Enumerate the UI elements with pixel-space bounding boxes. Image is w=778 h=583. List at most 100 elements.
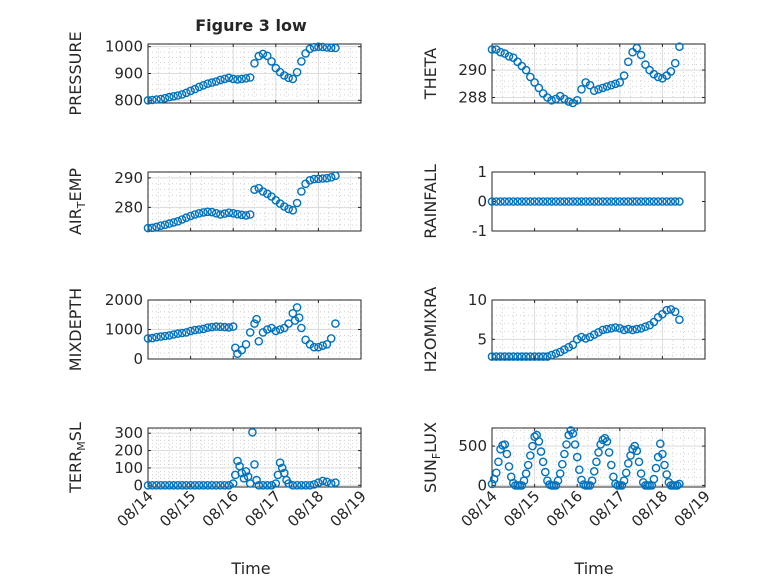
- data-point: [258, 49, 268, 59]
- data-point: [199, 480, 208, 490]
- data-point: [216, 75, 225, 85]
- data-point: [288, 480, 298, 490]
- data-point: [305, 175, 315, 185]
- data-point: [292, 303, 302, 312]
- y-tick-label: 288: [458, 89, 487, 107]
- series-terr-msl: [143, 427, 340, 490]
- data-point: [279, 202, 289, 211]
- data-point: [292, 480, 302, 490]
- y-tick-label: 1000: [105, 321, 143, 339]
- data-point: [318, 476, 328, 486]
- data-point: [604, 448, 614, 457]
- data-point: [555, 197, 565, 206]
- data-point: [309, 342, 319, 352]
- data-point: [636, 323, 646, 333]
- y-tick-label: 1: [477, 163, 487, 181]
- data-point: [607, 80, 616, 90]
- data-point: [322, 339, 332, 349]
- axes-frame: [491, 43, 706, 104]
- data-point: [675, 315, 684, 325]
- data-point: [675, 42, 684, 52]
- data-point: [326, 43, 336, 53]
- data-point: [543, 197, 552, 206]
- data-point: [207, 322, 217, 332]
- data-point: [241, 74, 251, 83]
- x-axis-label-left: Time: [230, 559, 270, 578]
- data-point: [500, 197, 510, 206]
- series-rainfall: [487, 197, 684, 206]
- data-point: [267, 480, 276, 490]
- y-axis-label-air-temp: AIRTEMP: [66, 168, 88, 235]
- y-axis-label-theta: THETA: [421, 48, 440, 100]
- data-point: [241, 211, 251, 220]
- data-point: [203, 79, 212, 88]
- data-point: [224, 73, 234, 83]
- data-point: [581, 334, 591, 343]
- data-point: [237, 74, 246, 84]
- data-point: [301, 480, 310, 490]
- data-point: [653, 72, 663, 82]
- data-point: [305, 44, 315, 54]
- data-point: [216, 322, 225, 332]
- data-point: [237, 345, 246, 355]
- data-point: [547, 197, 556, 206]
- data-point: [666, 67, 676, 76]
- data-point: [585, 80, 595, 90]
- data-point: [547, 96, 556, 105]
- data-point: [662, 470, 672, 479]
- data-point: [526, 197, 535, 206]
- y-tick-label: 0: [133, 476, 143, 494]
- subplot-mixdepth: 0 1000 2000 MIXDEPTH: [66, 288, 362, 371]
- data-point: [649, 317, 659, 327]
- data-point: [632, 446, 642, 456]
- data-point: [602, 324, 612, 334]
- data-point: [326, 479, 336, 488]
- data-point: [530, 78, 539, 87]
- data-point: [245, 210, 255, 219]
- data-point: [602, 437, 612, 446]
- data-point: [630, 441, 640, 451]
- data-point: [220, 480, 229, 490]
- data-point: [494, 457, 503, 467]
- data-point: [190, 210, 200, 219]
- data-point: [152, 95, 161, 104]
- data-point: [662, 305, 672, 315]
- data-point: [199, 81, 208, 90]
- data-point: [624, 197, 633, 206]
- data-point: [314, 174, 323, 184]
- data-point: [147, 480, 157, 490]
- data-point: [670, 197, 680, 206]
- data-point: [560, 345, 569, 354]
- data-point: [288, 205, 298, 215]
- data-point: [521, 197, 531, 206]
- data-point: [267, 57, 276, 66]
- data-point: [173, 329, 183, 338]
- data-point: [551, 197, 561, 206]
- data-point: [194, 82, 204, 92]
- data-point: [160, 93, 170, 103]
- data-point: [513, 197, 522, 206]
- data-point: [169, 92, 178, 101]
- data-point: [577, 197, 586, 206]
- data-point: [543, 352, 552, 361]
- data-point: [534, 197, 544, 206]
- subplot-air-temp: 280 290 AIRTEMP: [66, 168, 362, 235]
- data-point: [521, 352, 531, 361]
- y-tick-label: -1: [472, 222, 487, 240]
- data-point: [577, 475, 586, 485]
- data-point: [536, 447, 546, 456]
- data-point: [653, 197, 663, 206]
- data-point: [632, 43, 642, 53]
- data-point: [181, 88, 191, 98]
- data-point: [513, 352, 522, 361]
- data-point: [250, 59, 259, 68]
- data-point: [564, 97, 574, 106]
- axes-frame: [147, 171, 362, 232]
- data-point: [523, 460, 533, 470]
- data-point: [611, 79, 620, 89]
- data-point: [560, 449, 569, 459]
- data-point: [309, 174, 319, 184]
- data-point: [487, 479, 497, 489]
- data-point: [564, 197, 574, 206]
- data-point: [504, 197, 514, 206]
